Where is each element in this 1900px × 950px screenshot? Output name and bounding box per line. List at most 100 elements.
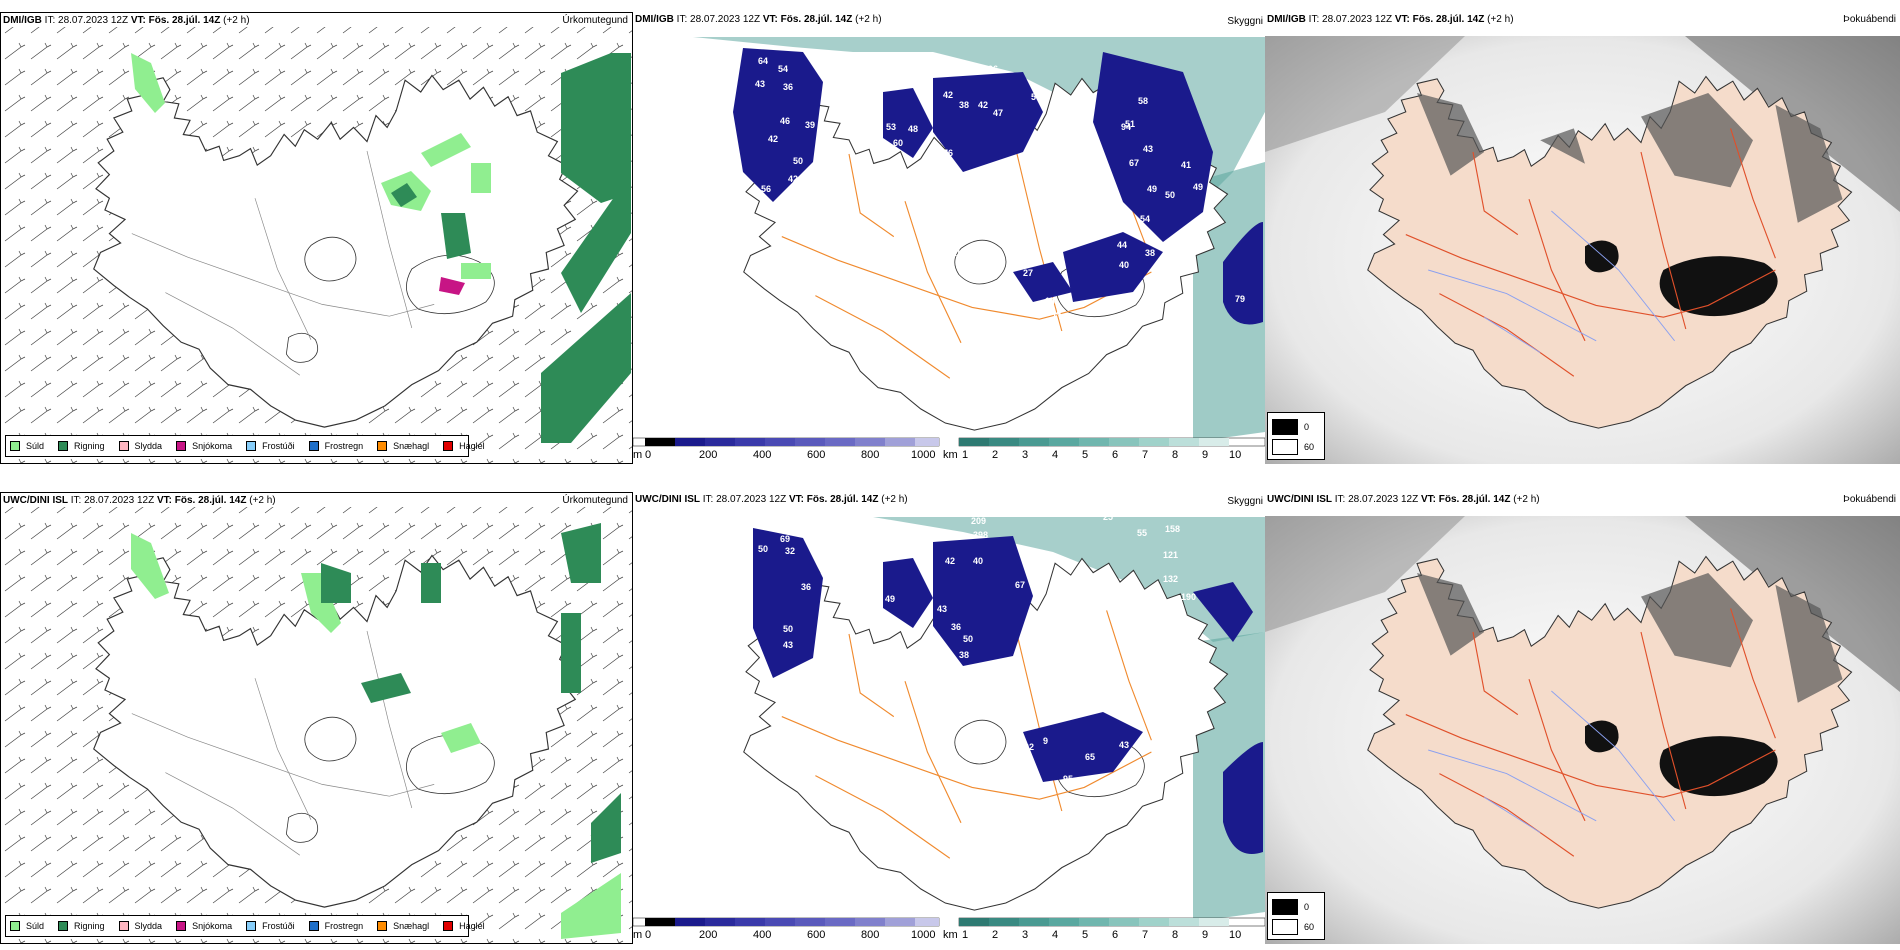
svg-text:42: 42 (768, 134, 778, 144)
legend-swatch (246, 921, 257, 931)
legend-item: Snæhagl (377, 441, 429, 451)
forecast-offset: (+2 h) (1487, 14, 1514, 25)
svg-text:200: 200 (699, 449, 717, 461)
svg-text:2: 2 (992, 929, 998, 941)
svg-text:398: 398 (973, 530, 988, 540)
valid-time: Fös. 28.júl. 14Z (174, 495, 247, 506)
svg-text:94: 94 (1121, 122, 1131, 132)
legend-swatch (58, 921, 69, 931)
valid-time: Fös. 28.júl. 14Z (806, 494, 879, 505)
valid-label: VT: (156, 495, 172, 506)
svg-text:44: 44 (1051, 308, 1061, 318)
panel-type-label: Þokuábendi (1843, 14, 1896, 25)
legend-swatch (308, 441, 319, 451)
svg-text:38: 38 (1145, 248, 1155, 258)
svg-text:0: 0 (645, 449, 651, 461)
model-name: DMI/IGB (635, 14, 674, 25)
valid-label: VT: (788, 494, 804, 505)
visibility-panel-top: DMI/IGB IT: 28.07.2023 12Z VT: Fös. 28.j… (633, 12, 1265, 464)
panel-type-label: Skyggni (1227, 496, 1263, 507)
svg-text:50: 50 (793, 156, 803, 166)
svg-text:53: 53 (886, 122, 896, 132)
legend-item: Frostúði (246, 441, 295, 451)
precip-map (1, 27, 632, 463)
svg-text:36: 36 (783, 82, 793, 92)
svg-text:44: 44 (1117, 240, 1127, 250)
svg-text:69: 69 (780, 534, 790, 544)
svg-text:40: 40 (1119, 260, 1129, 270)
model-name: DMI/IGB (1267, 14, 1306, 25)
low-visibility-areas (753, 528, 1253, 782)
visibility-labels: 69 50 32 36 50 43 49 43 36 42 40 50 38 6… (758, 512, 1199, 784)
svg-text:3: 3 (1022, 929, 1028, 941)
panel-title: DMI/IGB IT: 28.07.2023 12Z VT: Fös. 28.j… (1267, 14, 1514, 25)
svg-text:3: 3 (1022, 449, 1028, 461)
svg-text:49: 49 (885, 594, 895, 604)
svg-text:800: 800 (861, 929, 879, 941)
legend-swatch (443, 441, 454, 451)
svg-text:43: 43 (1143, 144, 1153, 154)
fog-map (1265, 516, 1900, 944)
svg-text:46: 46 (780, 116, 790, 126)
svg-text:36: 36 (951, 622, 961, 632)
init-time: IT: 28.07.2023 12Z (676, 14, 761, 25)
svg-text:76: 76 (943, 148, 953, 158)
svg-text:7: 7 (1142, 929, 1148, 941)
svg-text:9: 9 (1043, 736, 1048, 746)
low-visibility-areas (733, 48, 1213, 302)
svg-text:206: 206 (983, 64, 998, 74)
legend-item: Slydda (118, 921, 162, 931)
legend-item: Rigning (58, 921, 105, 931)
legend-item: Haglél (443, 441, 485, 451)
svg-text:36: 36 (801, 582, 811, 592)
model-name: DMI/IGB (3, 15, 42, 26)
precip-areas (131, 523, 621, 939)
legend-item: Slydda (118, 441, 162, 451)
svg-text:41: 41 (1181, 160, 1191, 170)
svg-text:54: 54 (778, 64, 788, 74)
svg-text:8: 8 (1172, 449, 1178, 461)
svg-text:95: 95 (1063, 774, 1073, 784)
forecast-offset: (+2 h) (881, 494, 908, 505)
valid-label: VT: (1420, 494, 1436, 505)
precip-areas (131, 53, 631, 443)
legend-swatch (118, 441, 129, 451)
legend-swatch (377, 921, 388, 931)
legend-swatch (308, 921, 319, 931)
valid-time: Fös. 28.júl. 14Z (1412, 14, 1485, 25)
panel-title: UWC/DINI ISL IT: 28.07.2023 12Z VT: Fös.… (1267, 494, 1540, 505)
visibility-scale-km: km 1 2 3 4 5 6 7 8 9 10 (943, 917, 1265, 941)
svg-text:50: 50 (1165, 190, 1175, 200)
svg-text:51: 51 (1125, 119, 1135, 129)
svg-text:56: 56 (1031, 92, 1041, 102)
svg-text:50: 50 (963, 634, 973, 644)
svg-text:km: km (943, 449, 958, 461)
svg-text:67: 67 (1129, 158, 1139, 168)
fog-panel-bottom: UWC/DINI ISL IT: 28.07.2023 12Z VT: Fös.… (1265, 492, 1900, 944)
fog-legend-item: 0 (1272, 899, 1324, 915)
svg-text:03: 03 (963, 180, 973, 190)
visibility-map: 64 54 43 36 46 39 42 50 42 56 84 53 60 4… (633, 37, 1265, 461)
fog-panel-top: DMI/IGB IT: 28.07.2023 12Z VT: Fös. 28.j… (1265, 12, 1900, 464)
svg-text:48: 48 (908, 124, 918, 134)
svg-text:9: 9 (1202, 929, 1208, 941)
svg-text:27: 27 (1023, 268, 1033, 278)
svg-text:39: 39 (805, 120, 815, 130)
legend-swatch (176, 921, 187, 931)
valid-label: VT: (1394, 14, 1410, 25)
fog-swatch-white (1272, 919, 1298, 935)
valid-time: Fös. 28.júl. 14Z (1438, 494, 1511, 505)
svg-text:38: 38 (959, 100, 969, 110)
panel-title: UWC/DINI ISL IT: 28.07.2023 12Z VT: Fös.… (3, 495, 276, 506)
svg-text:8: 8 (1172, 929, 1178, 941)
svg-text:4: 4 (1052, 929, 1058, 941)
svg-text:25: 25 (1103, 512, 1113, 522)
forecast-offset: (+2 h) (855, 14, 882, 25)
svg-text:42: 42 (788, 174, 798, 184)
visibility-map: 69 50 32 36 50 43 49 43 36 42 40 50 38 6… (633, 512, 1265, 941)
visibility-scale-m: m 0 200 400 600 800 1000 (633, 437, 940, 461)
forecast-offset: (+2 h) (249, 495, 276, 506)
svg-text:10: 10 (1229, 929, 1241, 941)
legend-swatch (10, 441, 20, 451)
svg-text:600: 600 (807, 929, 825, 941)
